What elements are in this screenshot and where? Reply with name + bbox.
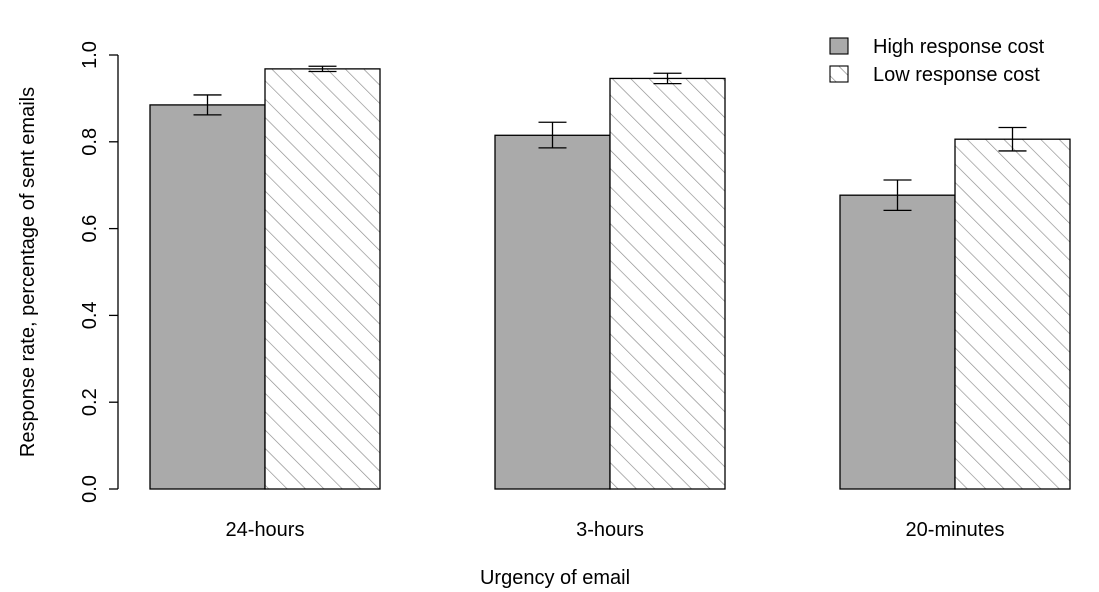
legend-swatch — [829, 37, 849, 55]
bar — [149, 104, 266, 490]
bar — [264, 68, 381, 490]
y-axis: 0.0 0.2 0.4 0.6 0.8 1.0 — [79, 41, 119, 503]
x-tick-label: 24-hours — [226, 519, 305, 541]
x-axis-title: Urgency of email — [480, 567, 630, 589]
legend-label: High response cost — [873, 36, 1045, 58]
y-tick-label: 0.2 — [79, 388, 101, 416]
legend-swatch — [829, 65, 849, 83]
y-tick-label: 0.4 — [79, 301, 101, 329]
y-tick-label: 1.0 — [79, 41, 101, 69]
legend-label: Low response cost — [873, 64, 1040, 86]
x-axis-labels: 24-hours 3-hours 20-minutes — [226, 519, 1005, 541]
bars-layer — [149, 68, 1071, 490]
bar — [609, 77, 726, 490]
y-tick-label: 0.0 — [79, 475, 101, 503]
bar — [494, 134, 611, 490]
y-axis-title: Response rate, percentage of sent emails — [17, 87, 39, 457]
y-tick-label: 0.8 — [79, 128, 101, 156]
error-bars-layer — [193, 65, 1027, 212]
x-tick-label: 3-hours — [576, 519, 644, 541]
bar — [839, 194, 956, 490]
x-tick-label: 20-minutes — [906, 519, 1005, 541]
legend: High response cost Low response cost — [829, 36, 1045, 86]
y-tick-label: 0.6 — [79, 215, 101, 243]
bar — [954, 138, 1071, 490]
